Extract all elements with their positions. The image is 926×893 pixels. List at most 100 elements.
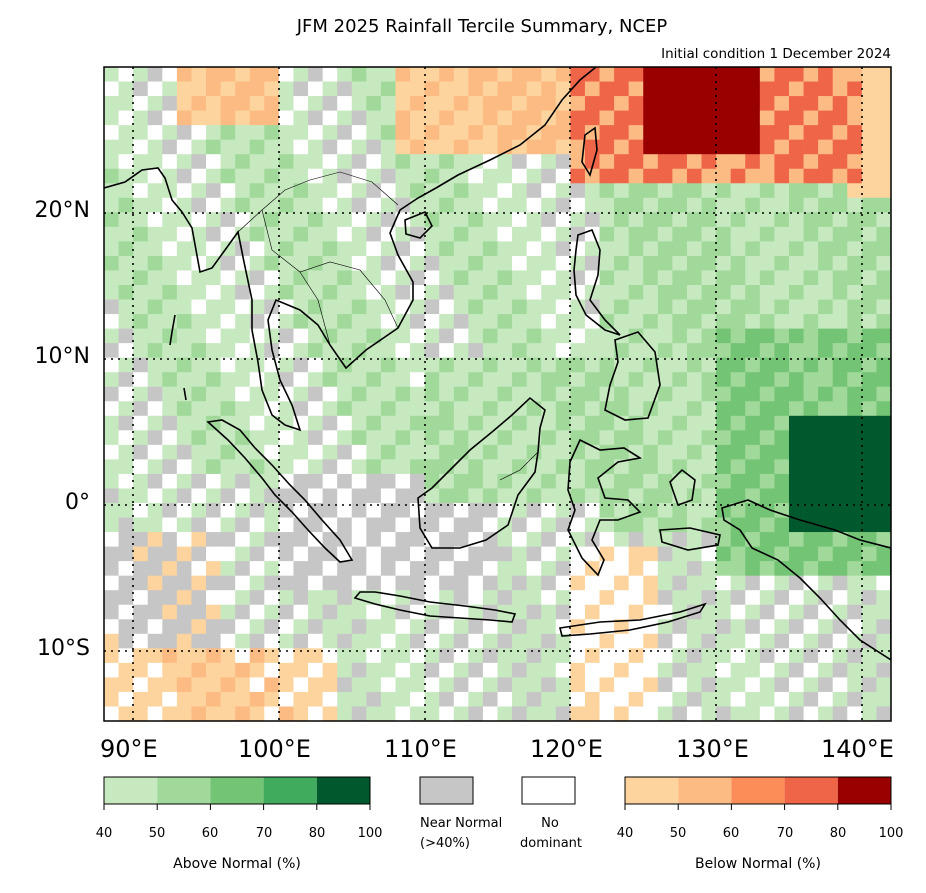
tercile-cell [788, 314, 804, 329]
tercile-cell [133, 546, 149, 562]
tercile-cell [118, 255, 134, 271]
tercile-cell [555, 139, 571, 155]
tercile-cell [235, 125, 251, 141]
tercile-cell [118, 415, 134, 431]
tercile-cell [745, 662, 761, 678]
tercile-cell [176, 357, 192, 373]
tercile-cell [861, 168, 877, 184]
tercile-cell [526, 590, 542, 606]
tercile-cell [191, 183, 207, 199]
lat-label-0: 0° [65, 490, 90, 515]
below-tick: 40 [616, 826, 634, 841]
tercile-cell [147, 372, 163, 388]
tercile-cell [176, 619, 192, 635]
tercile-cell [657, 706, 673, 721]
tercile-cell [584, 154, 600, 170]
tercile-cell [686, 110, 702, 126]
tercile-cell [497, 357, 513, 373]
tercile-cell [162, 590, 178, 606]
tercile-cell [759, 299, 775, 315]
tercile-cell [176, 604, 192, 620]
tercile-cell [701, 430, 717, 446]
tercile-cell [206, 314, 221, 329]
tercile-cell [730, 139, 746, 155]
tercile-cell [614, 226, 630, 242]
tercile-cell [730, 677, 746, 693]
tercile-cell [861, 96, 877, 111]
tercile-cell [788, 430, 804, 446]
tercile-cell [876, 546, 891, 562]
tercile-cell [599, 677, 615, 693]
tercile-cell [249, 96, 265, 111]
tercile-cell [643, 270, 659, 286]
tercile-cell [249, 604, 265, 620]
tercile-cell [701, 197, 717, 213]
tercile-cell [861, 633, 877, 649]
tercile-cell [584, 662, 600, 678]
tercile-cell [104, 459, 119, 475]
tercile-cell [672, 590, 688, 606]
tercile-cell [701, 633, 717, 649]
tercile-cell [861, 706, 877, 721]
tercile-cell [191, 691, 207, 707]
tercile-cell [745, 532, 761, 547]
tercile-cell [380, 488, 396, 504]
tercile-cell [118, 691, 134, 707]
tercile-cell [439, 212, 455, 228]
tercile-cell [628, 183, 644, 199]
tercile-cell [730, 473, 746, 489]
tercile-cell [308, 561, 324, 577]
tercile-cell [570, 183, 586, 199]
tercile-cell [745, 241, 761, 257]
tercile-cell [730, 212, 746, 228]
tercile-cell [235, 546, 251, 562]
tercile-cell [614, 575, 630, 591]
tercile-cell [249, 241, 265, 257]
tercile-cell [162, 430, 178, 446]
tercile-cell [366, 459, 382, 475]
tercile-cell [643, 110, 659, 126]
tercile-cell [526, 328, 542, 344]
tercile-cell [264, 662, 280, 678]
tercile-cell [278, 546, 294, 562]
tercile-cell [104, 299, 119, 315]
tercile-cell [832, 168, 848, 184]
tercile-cell [774, 604, 790, 620]
tercile-cell [278, 619, 294, 635]
tercile-cell [380, 619, 396, 635]
tercile-cell [118, 532, 134, 547]
tercile-cell [876, 67, 891, 82]
tercile-cell [308, 314, 324, 329]
tercile-cell [759, 270, 775, 286]
tercile-cell [104, 241, 119, 257]
tercile-cell [176, 444, 192, 460]
tercile-cell [759, 226, 775, 242]
tercile-cell [235, 255, 251, 271]
tercile-cell [249, 561, 265, 577]
tercile-cell [512, 183, 528, 199]
tercile-cell [439, 154, 455, 170]
tercile-cell [847, 459, 863, 475]
tercile-cell [176, 706, 192, 721]
tercile-cell [322, 691, 338, 707]
tercile-cell [847, 648, 863, 664]
tercile-cell [162, 444, 178, 460]
tercile-cell [614, 67, 630, 82]
tercile-cell [628, 372, 644, 388]
tercile-cell [759, 125, 775, 141]
tercile-cell [657, 241, 673, 257]
tercile-cell [803, 314, 819, 329]
tercile-cell [278, 590, 294, 606]
tercile-cell [206, 619, 221, 635]
tercile-cell [628, 473, 644, 489]
tercile-cell [774, 357, 790, 373]
tercile-cell [293, 226, 309, 242]
tercile-cell [176, 372, 192, 388]
tercile-cell [716, 96, 732, 111]
tercile-cell [788, 503, 804, 518]
tercile-cell [555, 444, 571, 460]
tercile-cell [628, 430, 644, 446]
tercile-cell [235, 67, 251, 82]
tercile-cell [701, 241, 717, 257]
tercile-cell [133, 473, 149, 489]
